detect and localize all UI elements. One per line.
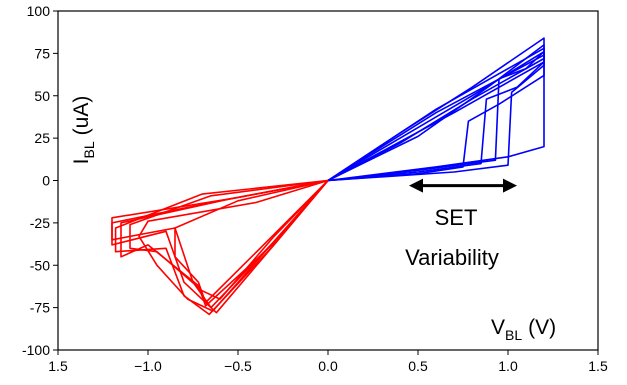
y-axis-title: IBL (uA) — [70, 96, 97, 165]
sweep-line-5 — [327, 50, 545, 182]
series-layer — [111, 37, 545, 316]
y-tick-label: 25 — [34, 130, 50, 146]
x-axis-title-main: V — [491, 316, 505, 339]
x-tick-label: 1.0 — [498, 358, 518, 374]
sweep-line-9 — [120, 179, 329, 307]
y-tick-label: -100 — [22, 342, 50, 358]
arrow-head-left-icon — [409, 178, 423, 193]
sweep-line-13 — [174, 179, 329, 304]
x-axis-title-unit: (V) — [528, 316, 556, 339]
sweep-line-10 — [129, 179, 329, 300]
y-tick-layer: 100 75 50 25 0 -25 -50 -75 -100 — [22, 3, 58, 358]
sweep-line-6 — [327, 50, 545, 182]
y-tick-label: 0 — [42, 173, 50, 189]
y-tick-label: -25 — [30, 215, 50, 231]
arrow-head-right-icon — [503, 178, 517, 193]
y-tick-label: 100 — [27, 3, 51, 19]
plot-area: 1.5 −1.0 −0.5 0.0 0.5 1.0 1.5 100 75 50 25 0 -25 -50… — [22, 3, 608, 374]
set-variability-annotation: SET Variability — [405, 178, 517, 270]
x-tick-label: 0.0 — [318, 358, 338, 374]
sweep-line-7 — [111, 179, 329, 314]
annotation-line2: Variability — [405, 245, 499, 270]
x-axis-title-sub: BL — [505, 327, 522, 343]
annotation-line1: SET — [435, 205, 478, 230]
y-tick-label: -50 — [30, 257, 50, 273]
y-tick-label: 50 — [34, 88, 50, 104]
y-axis-title-unit: (uA) — [70, 96, 93, 136]
y-tick-label: -75 — [30, 300, 50, 316]
x-axis-title: VBL (V) — [491, 316, 556, 343]
x-tick-label: 1.5 — [48, 358, 68, 374]
sweep-line-3 — [327, 47, 545, 182]
x-tick-layer: 1.5 −1.0 −0.5 0.0 0.5 1.0 1.5 — [48, 350, 608, 374]
sweep-line-12 — [114, 179, 329, 316]
x-tick-label: −0.5 — [224, 358, 252, 374]
x-tick-label: 1.5 — [588, 358, 608, 374]
x-tick-label: −1.0 — [134, 358, 162, 374]
y-axis-title-sub: BL — [81, 141, 97, 158]
sweep-line-2 — [327, 44, 545, 182]
y-tick-label: 75 — [34, 45, 50, 61]
x-tick-label: 0.5 — [408, 358, 428, 374]
y-axis-title-main: I — [70, 158, 93, 164]
